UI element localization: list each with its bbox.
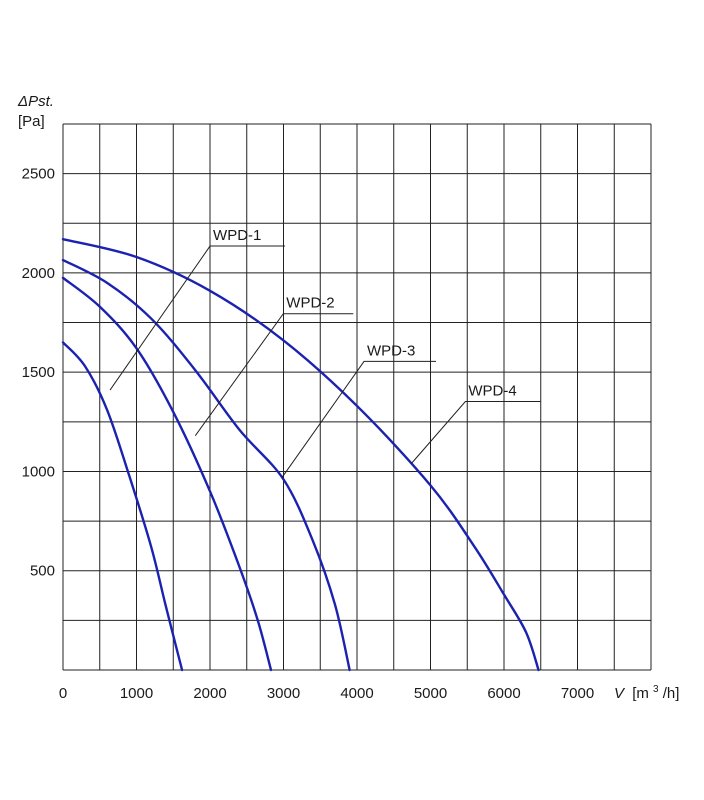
x-axis-unit-prefix: [m	[632, 685, 649, 702]
y-axis-unit: [Pa]	[18, 113, 45, 130]
x-tick-label: 2000	[193, 685, 226, 702]
x-tick-label: 7000	[561, 685, 594, 702]
x-tick-label: 5000	[414, 685, 447, 702]
x-tick-label: 4000	[340, 685, 373, 702]
series-label-wpd-1: WPD-1	[213, 227, 261, 244]
y-tick-label: 1500	[22, 364, 55, 381]
curve-wpd-2	[61, 276, 273, 672]
x-axis-unit-suffix: /h]	[663, 685, 680, 702]
leader-line-wpd-3	[281, 360, 437, 478]
y-tick-label: 2000	[22, 265, 55, 282]
callouts: WPD-1 WPD-2 WPD-3 WPD-4	[109, 227, 541, 478]
series-label-wpd-4: WPD-4	[468, 383, 516, 400]
y-tick-label: 500	[30, 563, 55, 580]
y-axis-symbol: ΔPst.	[17, 93, 54, 110]
y-tick-label: 1000	[22, 463, 55, 480]
leader-line-wpd-2	[194, 313, 354, 437]
x-tick-label: 6000	[487, 685, 520, 702]
grid	[62, 123, 652, 671]
x-tick-label: 3000	[267, 685, 300, 702]
x-axis-symbol: V	[614, 685, 626, 702]
curves	[61, 237, 540, 672]
tick-labels: 0 1000 2000 3000 4000 5000 6000 7000 500 1000 1500…	[22, 166, 595, 702]
curve-wpd-3	[61, 258, 351, 672]
series-label-wpd-2: WPD-2	[286, 295, 334, 312]
x-axis-unit-sup: 3	[653, 684, 659, 695]
x-tick-label: 0	[59, 685, 67, 702]
series-label-wpd-3: WPD-3	[367, 342, 415, 359]
y-tick-label: 2500	[22, 166, 55, 183]
leader-line-wpd-4	[411, 401, 541, 464]
leader-line-wpd-1	[109, 245, 286, 391]
curve-wpd-1	[61, 341, 184, 672]
curve-wpd-4	[61, 237, 540, 672]
x-axis-label: V [m 3 /h]	[614, 679, 679, 702]
x-tick-label: 1000	[120, 685, 153, 702]
